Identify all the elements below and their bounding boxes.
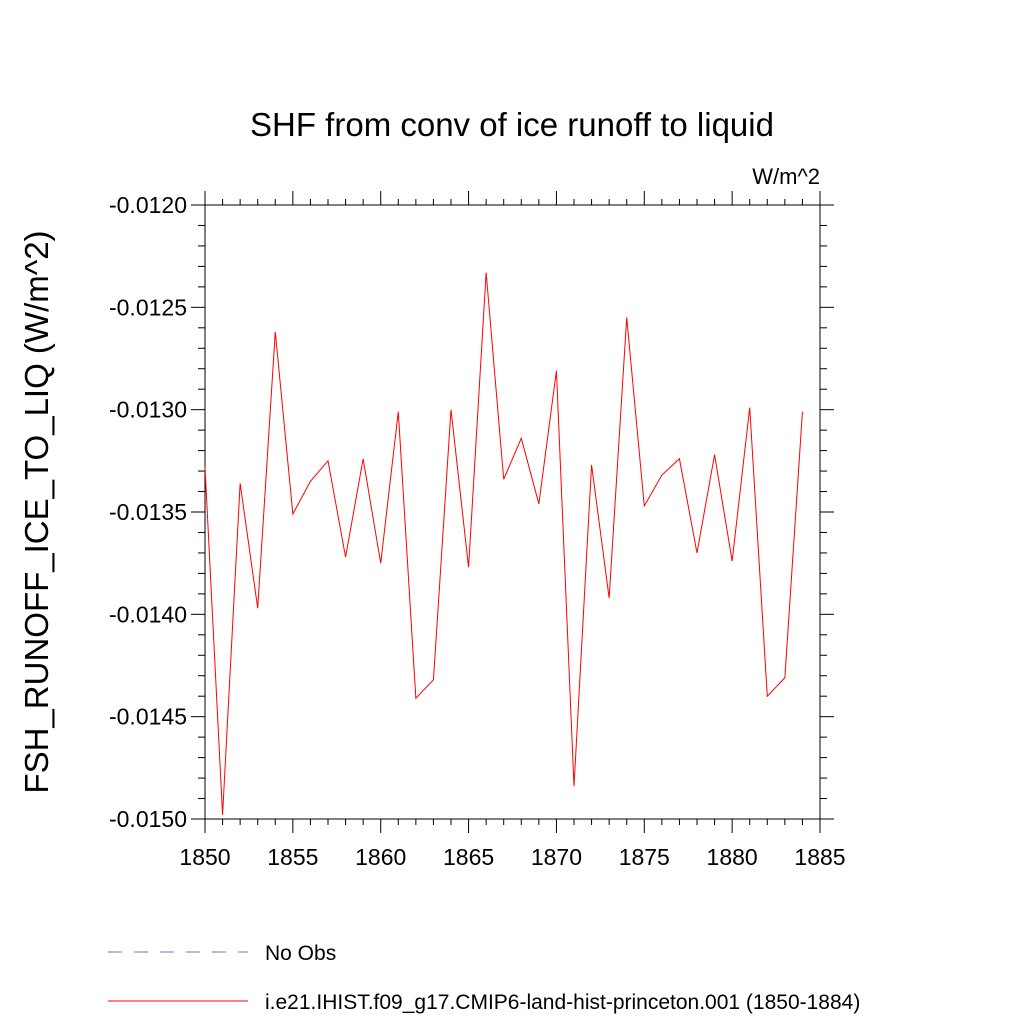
axis-ticks: 1850 1855 1860 1865 1870 1875 1880 1885 -0.0120 -… [109, 191, 846, 870]
x-tick-label: 1860 [355, 844, 406, 870]
series-layer [204, 272, 803, 815]
chart-title: SHF from conv of ice runoff to liquid [250, 106, 774, 143]
x-tick-label: 1870 [531, 844, 582, 870]
x-tick-label: 1855 [267, 844, 318, 870]
y-axis-label: FSH_RUNOFF_ICE_TO_LIQ (W/m^2) [18, 230, 55, 793]
series-line [204, 272, 803, 815]
x-tick-label: 1880 [707, 844, 758, 870]
y-tick-label: -0.0120 [109, 192, 187, 218]
legend-label: i.e21.IHIST.f09_g17.CMIP6-land-hist-prin… [265, 991, 860, 1014]
x-tick-label: 1875 [619, 844, 670, 870]
legend-label: No Obs [265, 942, 336, 965]
y-tick-label: -0.0150 [109, 806, 187, 832]
y-tick-label: -0.0130 [109, 397, 187, 423]
y-tick-label: -0.0135 [109, 499, 187, 525]
x-tick-label: 1850 [179, 844, 230, 870]
plot-frame [204, 204, 821, 820]
x-tick-label: 1865 [443, 844, 494, 870]
y-tick-label: -0.0140 [109, 601, 187, 627]
legend: No Obs i.e21.IHIST.f09_g17.CMIP6-land-his… [108, 942, 860, 1014]
y-tick-label: -0.0125 [109, 294, 187, 320]
y-tick-label: -0.0145 [109, 704, 187, 730]
x-tick-label: 1885 [794, 844, 845, 870]
units-label: W/m^2 [752, 164, 820, 189]
